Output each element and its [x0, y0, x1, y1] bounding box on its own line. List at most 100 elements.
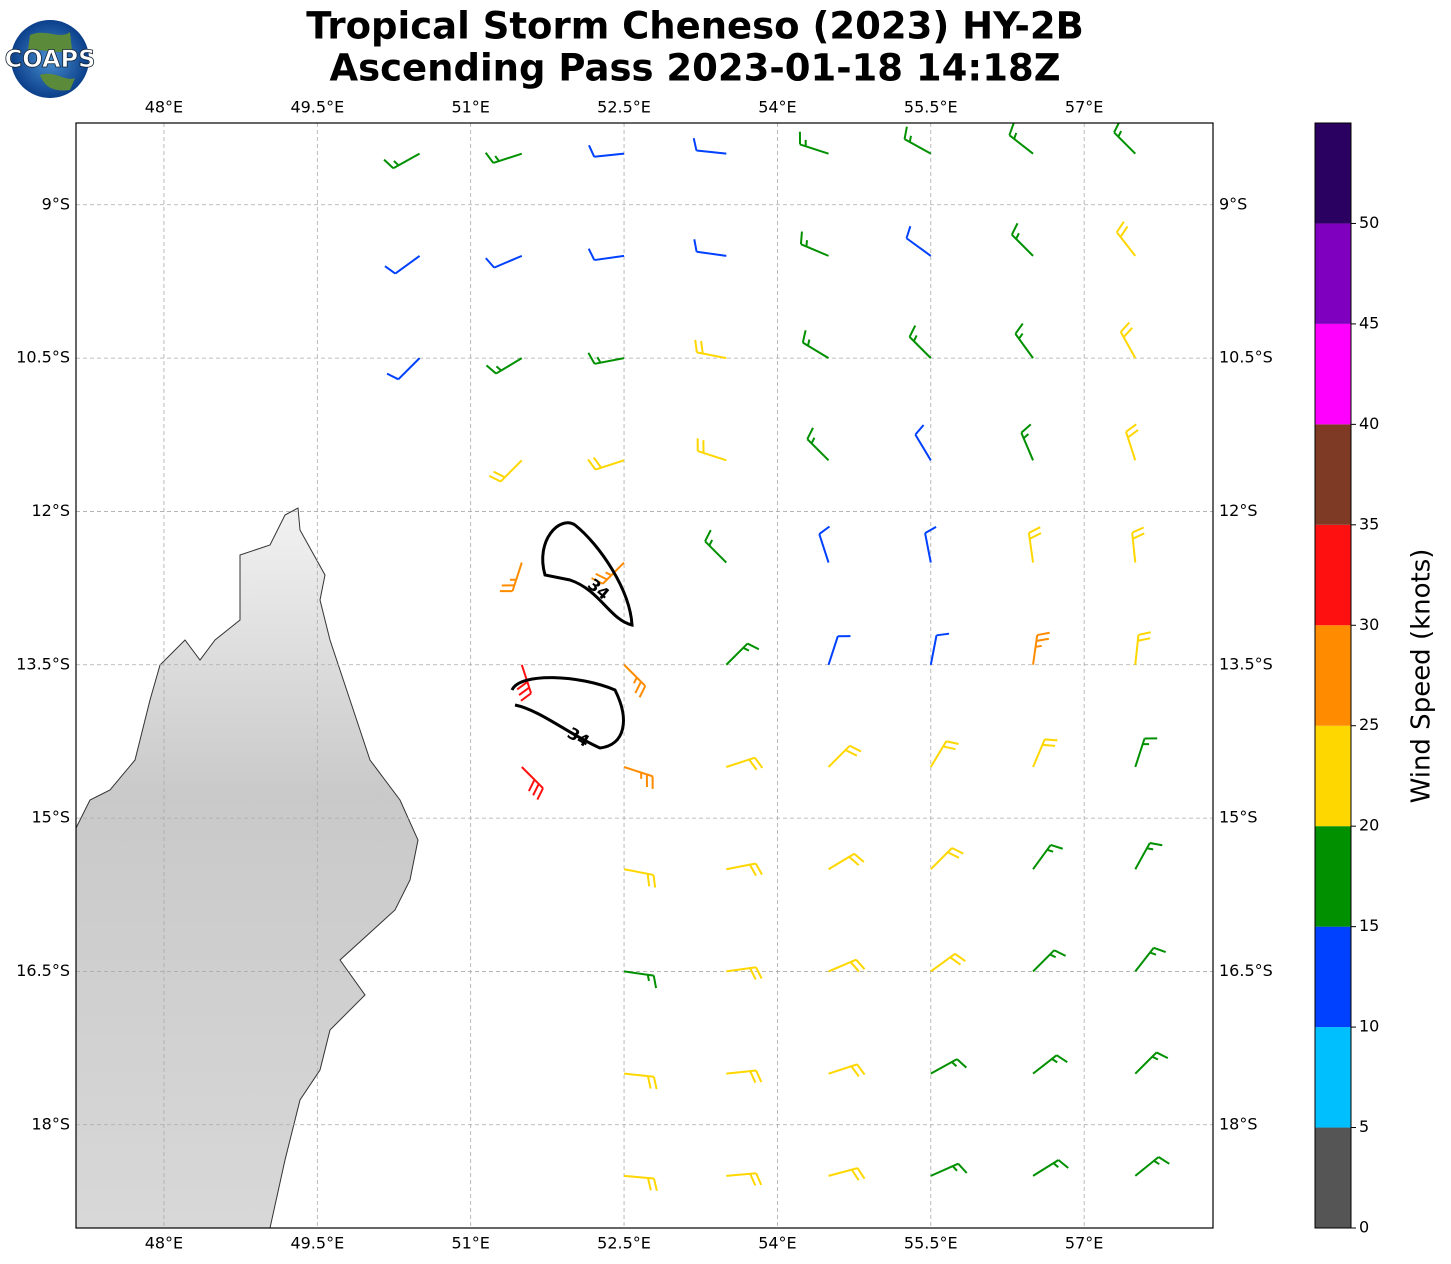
x-tick-label: 55.5°E	[904, 1234, 958, 1253]
x-tick-label: 52.5°E	[597, 1234, 651, 1253]
colorbar-tick-label: 10	[1359, 1017, 1379, 1036]
wind-barb	[1113, 123, 1136, 155]
colorbar-label: Wind Speed (knots)	[1407, 549, 1437, 804]
map-frame	[75, 122, 1214, 1229]
wind-barb	[485, 254, 523, 269]
logo: COAPS	[4, 20, 96, 98]
wind-barb	[1134, 841, 1163, 870]
wind-barb	[798, 131, 829, 155]
wind-barb	[588, 144, 625, 158]
x-tick-label: 48°E	[145, 98, 183, 117]
wind-barb	[908, 325, 932, 359]
colorbar-tick-label: 0	[1359, 1218, 1369, 1237]
wind-barb	[1032, 843, 1064, 870]
y-tick-label: 12°S	[31, 501, 70, 520]
x-tick-label: 57°E	[1065, 1234, 1103, 1253]
wind-barb	[930, 952, 966, 973]
wind-barb	[1134, 1156, 1170, 1177]
colorbar-tick-label: 40	[1359, 414, 1379, 433]
y-tick-label: 10.5°S	[16, 348, 70, 367]
y-tick-label: 13.5°S	[1219, 654, 1273, 673]
y-tick-label: 18°S	[1219, 1114, 1258, 1133]
wind-barb	[905, 225, 932, 257]
wind-barb	[488, 459, 523, 483]
x-tick-label: 51°E	[451, 98, 489, 117]
wind-barb	[485, 357, 523, 375]
wind-barb	[929, 632, 950, 665]
y-tick-label: 18°S	[31, 1114, 70, 1133]
wind-barb	[484, 152, 523, 164]
wind-barb	[623, 970, 658, 989]
logo-text: COAPS	[5, 45, 96, 73]
wind-barb	[930, 1162, 968, 1177]
colorbar-bin	[1315, 123, 1351, 224]
y-tick-label: 16.5°S	[16, 961, 70, 980]
wind-barb	[1119, 321, 1137, 359]
colorbar-tick-label: 20	[1359, 816, 1379, 835]
wind-barb	[929, 740, 959, 768]
contours: 34 34	[510, 521, 634, 751]
wind-barb	[1115, 221, 1137, 257]
wind-barb	[1014, 322, 1034, 359]
contour-line	[510, 676, 625, 750]
contour-label: 34	[584, 575, 613, 604]
wind-barb	[726, 1069, 763, 1084]
colorbar-bin	[1315, 725, 1351, 827]
x-tick-label: 52.5°E	[597, 98, 651, 117]
colorbar-tick-label: 45	[1359, 313, 1379, 332]
colorbar-bin	[1315, 926, 1351, 1028]
y-tick-label: 12°S	[1219, 501, 1258, 520]
wind-barb	[1134, 737, 1158, 768]
wind-barb	[1134, 1051, 1169, 1075]
wind-barb	[801, 330, 830, 359]
x-tick-label: 54°E	[758, 98, 796, 117]
wind-barb	[930, 1058, 968, 1075]
x-tick-label: 51°E	[451, 1234, 489, 1253]
wind-barb	[924, 526, 937, 563]
wind-barb	[726, 966, 763, 980]
wind-barb	[623, 664, 647, 698]
wind-barb	[1027, 526, 1042, 563]
colorbar-bin	[1315, 1027, 1351, 1128]
colorbar-bin	[1315, 826, 1351, 927]
y-tick-label: 10.5°S	[1219, 348, 1273, 367]
x-tick-label: 55.5°E	[904, 98, 958, 117]
wind-barb	[1032, 1054, 1068, 1075]
y-tick-label: 15°S	[31, 808, 70, 827]
y-tick-label: 16.5°S	[1219, 961, 1273, 980]
y-tick-label: 13.5°S	[16, 654, 70, 673]
x-tick-label: 57°E	[1065, 98, 1103, 117]
colorbar-bin	[1315, 1127, 1351, 1228]
wind-barb	[799, 231, 829, 257]
x-tick-label: 49.5°E	[290, 1234, 344, 1253]
wind-barb	[623, 766, 654, 789]
wind-barb	[1010, 222, 1034, 257]
wind-barb	[1032, 1159, 1069, 1177]
wind-barb	[827, 744, 862, 768]
wind-barb	[828, 852, 865, 871]
wind-barb	[1008, 123, 1034, 155]
wind-barb	[726, 862, 763, 877]
colorbar-bin	[1315, 424, 1351, 525]
colorbar-tick-label: 15	[1359, 916, 1379, 935]
wind-barb	[818, 525, 831, 563]
chart-title: Tropical Storm Cheneso (2023) HY-2B	[306, 5, 1084, 48]
wind-barb	[694, 339, 727, 360]
wind-barb	[587, 456, 625, 471]
wind-barb	[623, 868, 657, 888]
wind-barb	[696, 438, 727, 462]
wind-barb	[1020, 423, 1034, 461]
colorbar-bin	[1315, 625, 1351, 726]
wind-barb	[1032, 738, 1058, 768]
wind-barb	[1134, 631, 1151, 665]
colorbar-tick-label: 30	[1359, 615, 1379, 634]
wind-barb	[692, 137, 727, 155]
wind-barb	[587, 352, 625, 365]
wind-barb	[930, 847, 964, 870]
colorbar-bin	[1315, 524, 1351, 626]
wind-barb	[828, 1063, 866, 1078]
wind-barb	[386, 357, 421, 381]
wind-barb	[521, 766, 544, 800]
colorbar-bin	[1315, 223, 1351, 324]
